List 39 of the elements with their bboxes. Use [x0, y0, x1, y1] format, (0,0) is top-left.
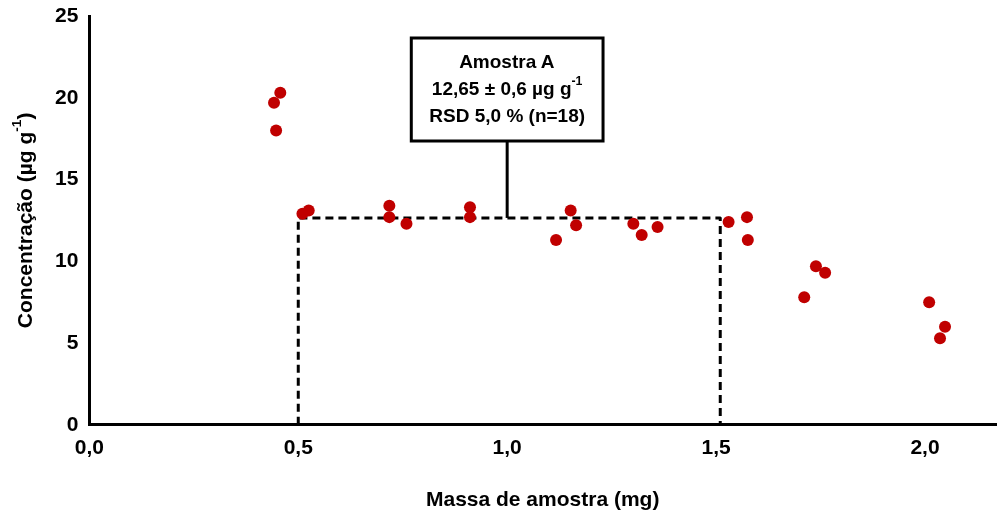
point	[570, 219, 583, 232]
y-tick-label: 0	[66, 411, 79, 435]
point	[463, 211, 476, 224]
y-tick-label: 15	[55, 166, 79, 190]
point	[798, 291, 811, 304]
point	[270, 124, 283, 137]
x-tick-label: 1,0	[492, 435, 522, 459]
x-axis-title: Massa de amostra (mg)	[425, 486, 660, 510]
point	[383, 199, 396, 212]
x-tick-label: 2,0	[910, 435, 940, 459]
y-tick-label: 5	[66, 329, 79, 353]
point	[463, 201, 476, 214]
point	[923, 296, 936, 309]
x-tick-label: 1,5	[701, 435, 731, 459]
point	[939, 320, 952, 333]
x-tick-label: 0,5	[283, 435, 314, 459]
point	[635, 229, 648, 242]
point	[809, 260, 822, 273]
y-tick-label: 10	[55, 248, 79, 272]
point	[564, 204, 577, 217]
point	[741, 234, 754, 247]
annotation: RSD 5,0 % (n=18)	[429, 104, 586, 126]
point	[651, 220, 664, 233]
point	[819, 266, 832, 279]
point	[740, 211, 753, 224]
x-tick-label: 0,0	[74, 435, 104, 459]
point	[934, 332, 947, 345]
point	[550, 234, 563, 247]
y-tick-label: 20	[55, 84, 79, 108]
point	[627, 217, 640, 230]
point	[302, 204, 315, 217]
point	[268, 96, 281, 109]
y-tick-label: 25	[55, 2, 79, 26]
annotation: Amostra A	[459, 50, 555, 72]
point	[400, 217, 413, 230]
y-axis-title: Concentração (µg g-1)	[9, 112, 36, 329]
point	[383, 211, 396, 224]
point	[722, 216, 735, 229]
point	[274, 86, 287, 99]
